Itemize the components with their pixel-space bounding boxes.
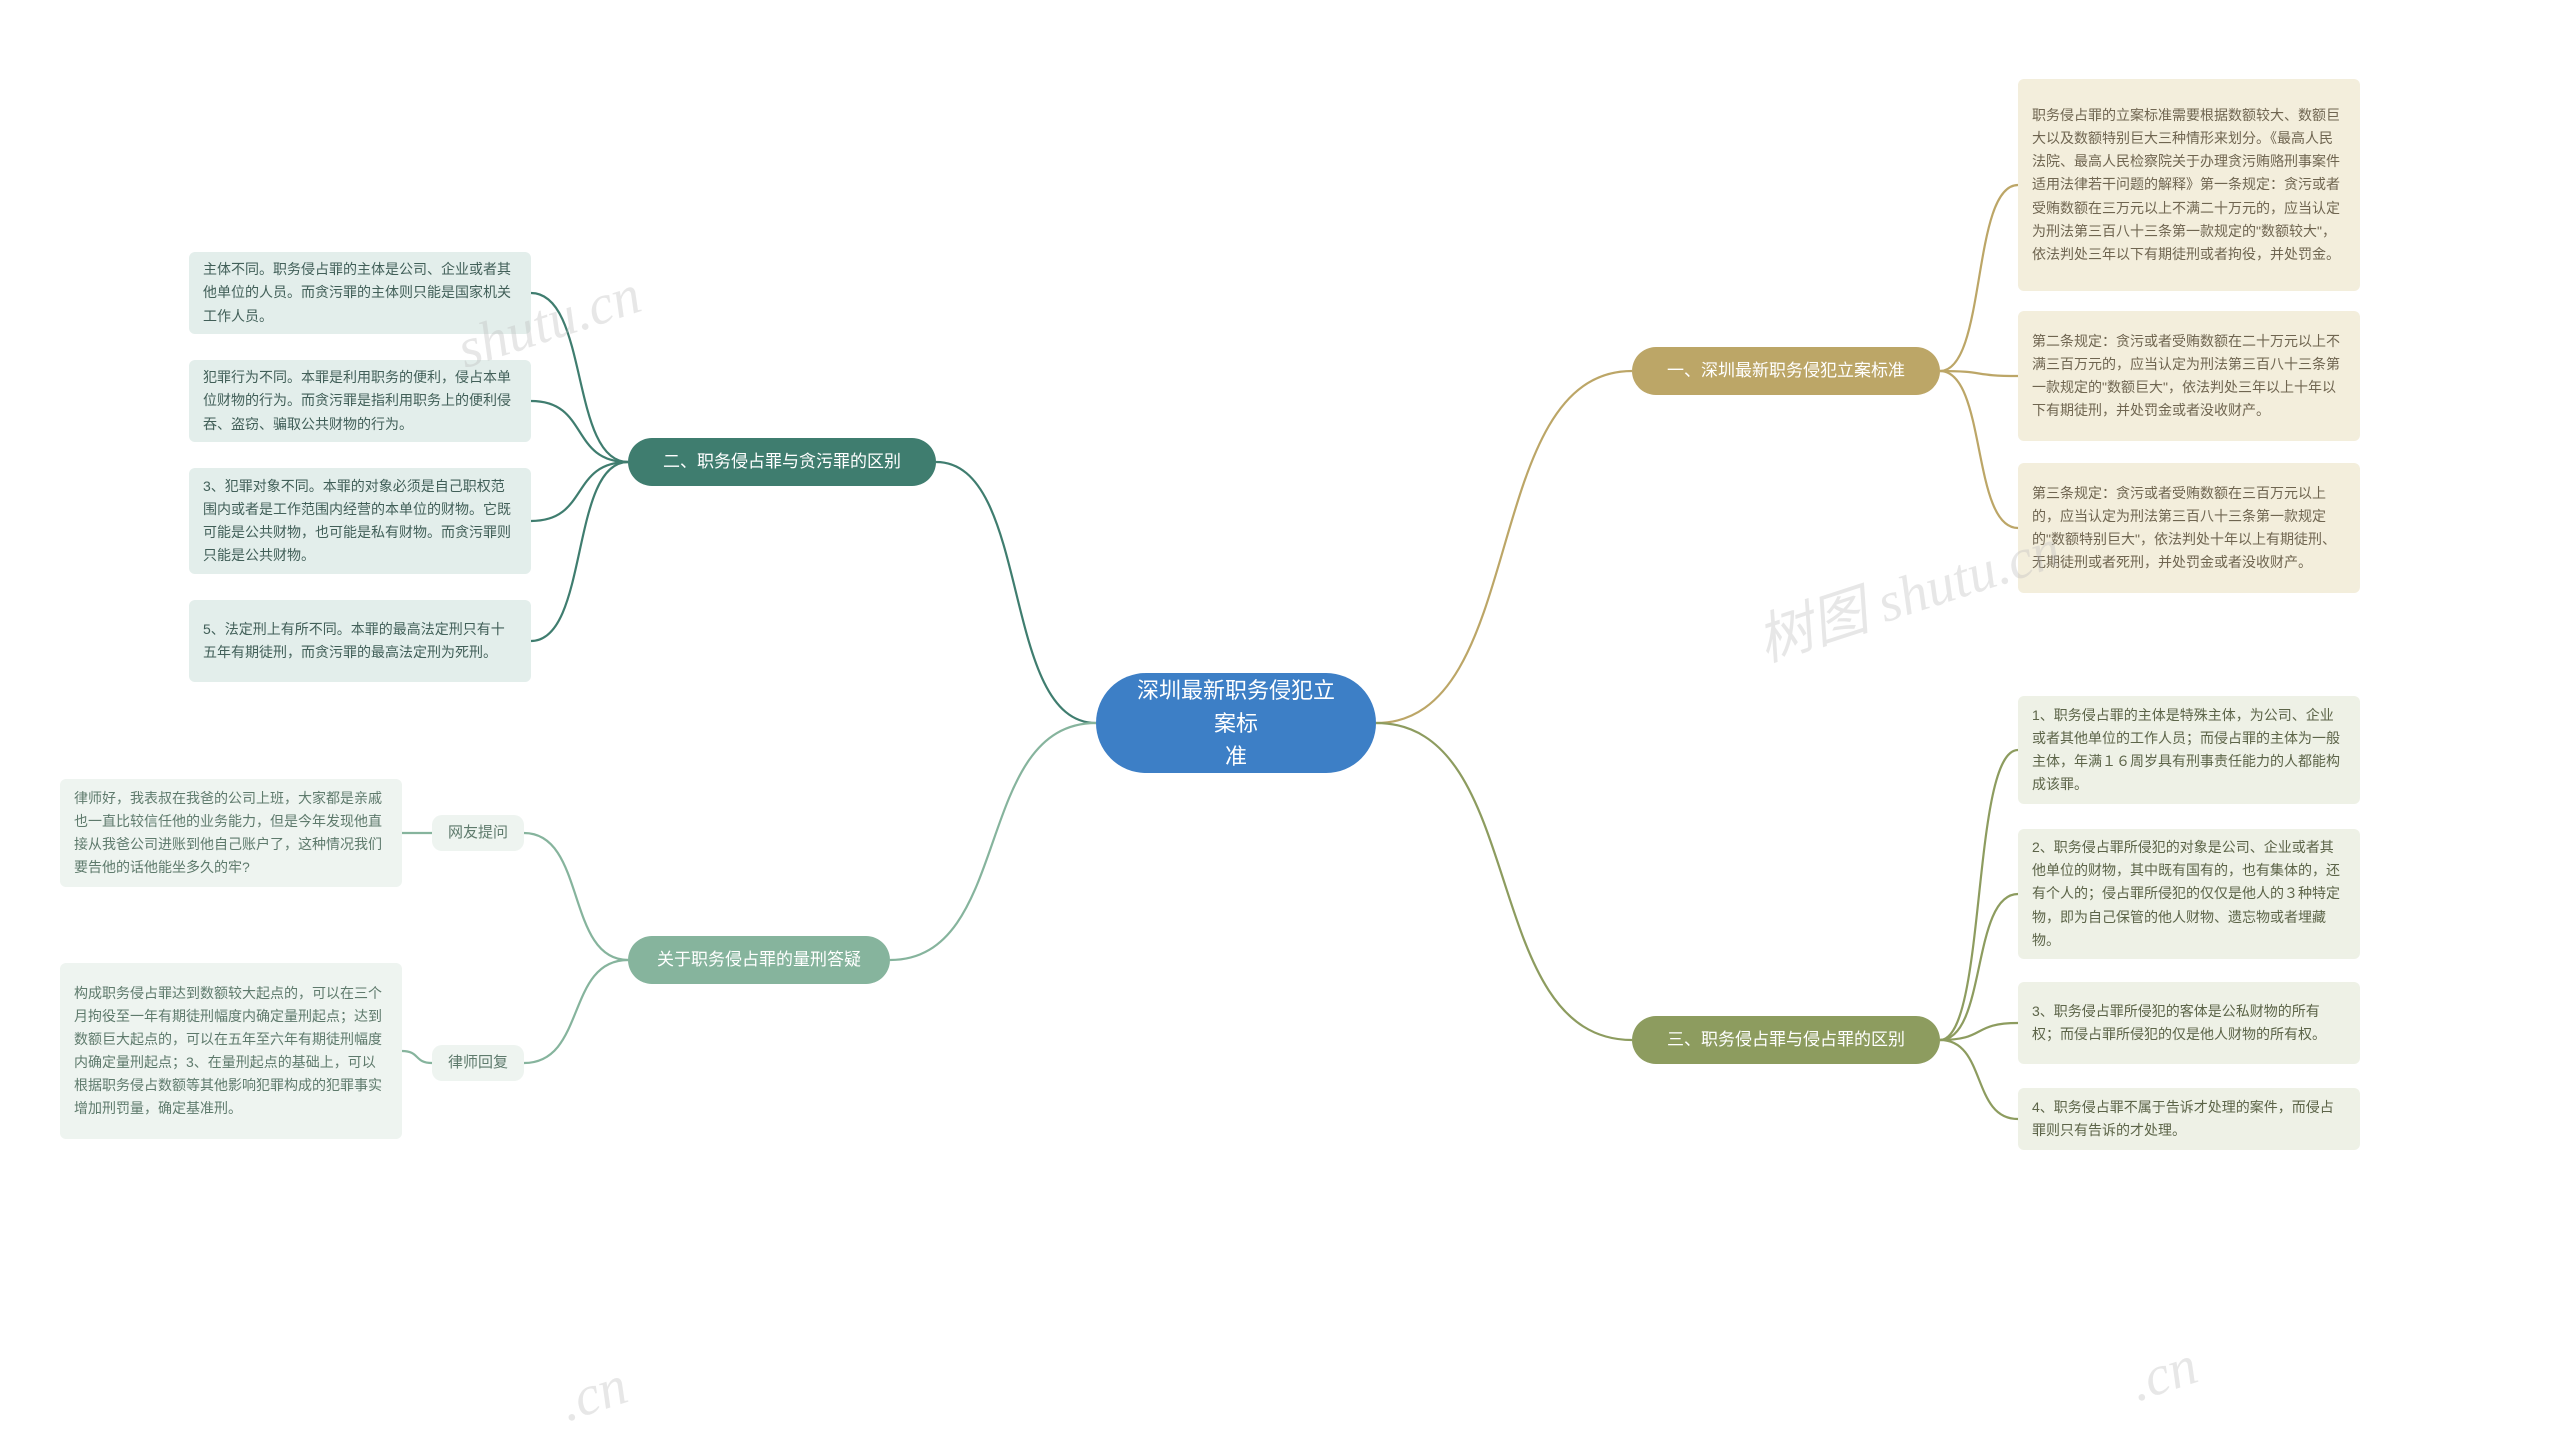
leaf-b2l1: 主体不同。职务侵占罪的主体是公司、企业或者其他单位的人员。而贪污罪的主体则只能是…	[189, 252, 531, 334]
root-label: 深圳最新职务侵犯立案标准	[1128, 674, 1344, 773]
leaf-b2l2-label: 犯罪行为不同。本罪是利用职务的便利，侵占本单位财物的行为。而贪污罪是指利用职务上…	[203, 366, 517, 435]
leaf-b1l3-label: 第三条规定：贪污或者受贿数额在三百万元以上的，应当认定为刑法第三百八十三条第一款…	[2032, 482, 2346, 574]
leaf-b2l3-label: 3、犯罪对象不同。本罪的对象必须是自己职权范围内或者是工作范围内经营的本单位的财…	[203, 475, 517, 567]
leaf-b3l4: 4、职务侵占罪不属于告诉才处理的案件，而侵占罪则只有告诉的才处理。	[2018, 1088, 2360, 1150]
leaf-b4c2l1: 构成职务侵占罪达到数额较大起点的，可以在三个月拘役至一年有期徒刑幅度内确定量刑起…	[60, 963, 402, 1139]
leaf-b3l3-label: 3、职务侵占罪所侵犯的客体是公私财物的所有权；而侵占罪所侵犯的仅是他人财物的所有…	[2032, 1000, 2346, 1046]
branch-b3-label: 三、职务侵占罪与侵占罪的区别	[1667, 1027, 1905, 1053]
branch-b2-label: 二、职务侵占罪与贪污罪的区别	[663, 449, 901, 475]
branch-b3: 三、职务侵占罪与侵占罪的区别	[1632, 1016, 1940, 1064]
leaf-b2l4-label: 5、法定刑上有所不同。本罪的最高法定刑只有十五年有期徒刑，而贪污罪的最高法定刑为…	[203, 618, 517, 664]
branch-b4-label: 关于职务侵占罪的量刑答疑	[657, 947, 861, 973]
leaf-b2l3: 3、犯罪对象不同。本罪的对象必须是自己职权范围内或者是工作范围内经营的本单位的财…	[189, 468, 531, 574]
leaf-b4c1l1-label: 律师好，我表叔在我爸的公司上班，大家都是亲戚也一直比较信任他的业务能力，但是今年…	[74, 787, 388, 879]
leaf-b3l2: 2、职务侵占罪所侵犯的对象是公司、企业或者其他单位的财物，其中既有国有的，也有集…	[2018, 829, 2360, 959]
sub-b4c1: 网友提问	[432, 815, 524, 851]
leaf-b1l3: 第三条规定：贪污或者受贿数额在三百万元以上的，应当认定为刑法第三百八十三条第一款…	[2018, 463, 2360, 593]
leaf-b1l2: 第二条规定：贪污或者受贿数额在二十万元以上不满三百万元的，应当认定为刑法第三百八…	[2018, 311, 2360, 441]
leaf-b3l1-label: 1、职务侵占罪的主体是特殊主体，为公司、企业或者其他单位的工作人员；而侵占罪的主…	[2032, 704, 2346, 796]
leaf-b1l1-label: 职务侵占罪的立案标准需要根据数额较大、数额巨大以及数额特别巨大三种情形来划分。《…	[2032, 104, 2346, 266]
branch-b2: 二、职务侵占罪与贪污罪的区别	[628, 438, 936, 486]
branch-b1-label: 一、深圳最新职务侵犯立案标准	[1667, 358, 1905, 384]
leaf-b3l2-label: 2、职务侵占罪所侵犯的对象是公司、企业或者其他单位的财物，其中既有国有的，也有集…	[2032, 836, 2346, 951]
leaf-b2l1-label: 主体不同。职务侵占罪的主体是公司、企业或者其他单位的人员。而贪污罪的主体则只能是…	[203, 258, 517, 327]
watermark: .cn	[552, 1353, 635, 1435]
root-node: 深圳最新职务侵犯立案标准	[1096, 673, 1376, 773]
leaf-b3l3: 3、职务侵占罪所侵犯的客体是公私财物的所有权；而侵占罪所侵犯的仅是他人财物的所有…	[2018, 982, 2360, 1064]
leaf-b4c1l1: 律师好，我表叔在我爸的公司上班，大家都是亲戚也一直比较信任他的业务能力，但是今年…	[60, 779, 402, 887]
sub-b4c1-label: 网友提问	[448, 822, 508, 845]
leaf-b2l2: 犯罪行为不同。本罪是利用职务的便利，侵占本单位财物的行为。而贪污罪是指利用职务上…	[189, 360, 531, 442]
branch-b1: 一、深圳最新职务侵犯立案标准	[1632, 347, 1940, 395]
leaf-b3l1: 1、职务侵占罪的主体是特殊主体，为公司、企业或者其他单位的工作人员；而侵占罪的主…	[2018, 696, 2360, 804]
sub-b4c2: 律师回复	[432, 1045, 524, 1081]
leaf-b2l4: 5、法定刑上有所不同。本罪的最高法定刑只有十五年有期徒刑，而贪污罪的最高法定刑为…	[189, 600, 531, 682]
leaf-b1l1: 职务侵占罪的立案标准需要根据数额较大、数额巨大以及数额特别巨大三种情形来划分。《…	[2018, 79, 2360, 291]
sub-b4c2-label: 律师回复	[448, 1052, 508, 1075]
branch-b4: 关于职务侵占罪的量刑答疑	[628, 936, 890, 984]
leaf-b1l2-label: 第二条规定：贪污或者受贿数额在二十万元以上不满三百万元的，应当认定为刑法第三百八…	[2032, 330, 2346, 422]
leaf-b4c2l1-label: 构成职务侵占罪达到数额较大起点的，可以在三个月拘役至一年有期徒刑幅度内确定量刑起…	[74, 982, 388, 1121]
watermark: .cn	[2122, 1333, 2205, 1415]
leaf-b3l4-label: 4、职务侵占罪不属于告诉才处理的案件，而侵占罪则只有告诉的才处理。	[2032, 1096, 2346, 1142]
